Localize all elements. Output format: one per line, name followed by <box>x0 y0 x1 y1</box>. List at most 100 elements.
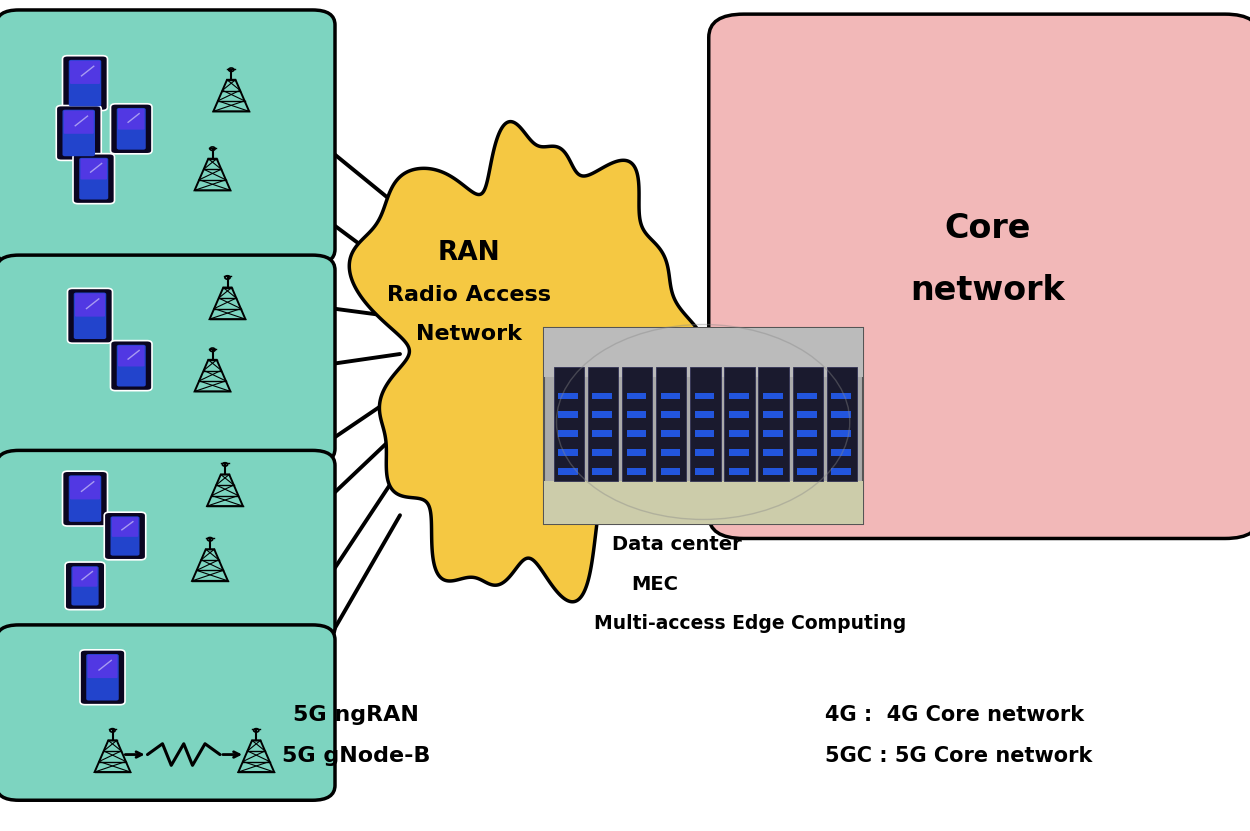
FancyBboxPatch shape <box>0 10 335 264</box>
Bar <box>695 468 715 475</box>
Bar <box>626 430 646 437</box>
FancyBboxPatch shape <box>62 110 95 156</box>
Bar <box>690 367 720 480</box>
Bar <box>559 468 578 475</box>
Bar <box>656 367 686 480</box>
FancyBboxPatch shape <box>0 255 335 464</box>
Bar <box>762 450 782 456</box>
Bar <box>724 367 755 480</box>
Bar <box>831 450 851 456</box>
FancyBboxPatch shape <box>64 111 94 134</box>
FancyBboxPatch shape <box>69 475 101 522</box>
Bar <box>831 468 851 475</box>
FancyBboxPatch shape <box>118 346 145 366</box>
Text: Data center: Data center <box>612 535 742 553</box>
Bar <box>592 411 612 418</box>
Bar <box>831 392 851 400</box>
Bar <box>831 430 851 437</box>
Bar <box>626 392 646 400</box>
Bar <box>792 367 822 480</box>
FancyBboxPatch shape <box>69 60 101 106</box>
Bar <box>762 468 782 475</box>
Bar <box>798 392 816 400</box>
Bar <box>762 430 782 437</box>
Bar <box>831 411 851 418</box>
Bar <box>592 450 612 456</box>
Text: 4G :  4G Core network: 4G : 4G Core network <box>825 705 1084 725</box>
Bar <box>759 367 789 480</box>
Bar <box>661 411 680 418</box>
FancyBboxPatch shape <box>116 345 146 386</box>
FancyBboxPatch shape <box>79 158 109 199</box>
FancyBboxPatch shape <box>80 650 125 705</box>
Text: network: network <box>910 274 1065 307</box>
FancyBboxPatch shape <box>86 654 119 701</box>
Text: MEC: MEC <box>631 575 679 593</box>
Bar <box>798 411 816 418</box>
Polygon shape <box>349 121 708 602</box>
Bar <box>661 468 680 475</box>
FancyBboxPatch shape <box>110 341 152 391</box>
FancyBboxPatch shape <box>70 61 100 84</box>
Bar <box>559 411 578 418</box>
Text: RAN: RAN <box>438 240 500 267</box>
FancyBboxPatch shape <box>111 517 139 537</box>
Bar <box>826 367 858 480</box>
Bar <box>729 392 749 400</box>
Bar <box>559 392 578 400</box>
FancyBboxPatch shape <box>70 476 100 499</box>
FancyBboxPatch shape <box>80 159 107 179</box>
FancyBboxPatch shape <box>65 562 105 610</box>
Bar <box>798 468 816 475</box>
FancyBboxPatch shape <box>74 293 106 339</box>
Bar <box>559 430 578 437</box>
FancyBboxPatch shape <box>709 14 1250 538</box>
Bar <box>729 468 749 475</box>
Bar <box>798 450 816 456</box>
Bar <box>695 392 715 400</box>
Bar <box>592 392 612 400</box>
FancyBboxPatch shape <box>62 471 107 526</box>
Bar <box>695 411 715 418</box>
Bar <box>661 450 680 456</box>
FancyBboxPatch shape <box>68 288 112 343</box>
Bar <box>661 430 680 437</box>
FancyBboxPatch shape <box>0 450 335 642</box>
FancyBboxPatch shape <box>110 104 152 154</box>
Bar <box>661 392 680 400</box>
Bar <box>762 411 782 418</box>
FancyBboxPatch shape <box>56 106 101 160</box>
Text: Network: Network <box>416 324 521 344</box>
Text: Multi-access Edge Computing: Multi-access Edge Computing <box>594 614 906 632</box>
Bar <box>626 450 646 456</box>
Bar <box>798 430 816 437</box>
Bar <box>622 367 652 480</box>
Bar <box>544 328 862 524</box>
FancyBboxPatch shape <box>110 516 140 556</box>
FancyBboxPatch shape <box>104 512 146 560</box>
Bar <box>559 450 578 456</box>
Bar <box>626 411 646 418</box>
FancyBboxPatch shape <box>72 567 98 587</box>
FancyBboxPatch shape <box>118 109 145 130</box>
Bar <box>695 450 715 456</box>
Text: Core: Core <box>944 212 1031 245</box>
Bar <box>592 430 612 437</box>
Bar <box>544 480 862 524</box>
Bar <box>729 450 749 456</box>
Bar <box>695 430 715 437</box>
FancyBboxPatch shape <box>116 108 146 150</box>
Text: 5G ngRAN: 5G ngRAN <box>294 705 419 725</box>
Bar <box>729 430 749 437</box>
FancyBboxPatch shape <box>72 154 115 204</box>
Bar <box>588 367 619 480</box>
Text: 5GC : 5G Core network: 5GC : 5G Core network <box>825 746 1092 766</box>
Text: Radio Access: Radio Access <box>386 285 551 305</box>
FancyBboxPatch shape <box>75 293 105 317</box>
Bar <box>762 392 782 400</box>
FancyBboxPatch shape <box>0 625 335 800</box>
Bar <box>554 367 584 480</box>
Bar <box>626 468 646 475</box>
FancyBboxPatch shape <box>88 655 118 678</box>
FancyBboxPatch shape <box>71 566 99 606</box>
